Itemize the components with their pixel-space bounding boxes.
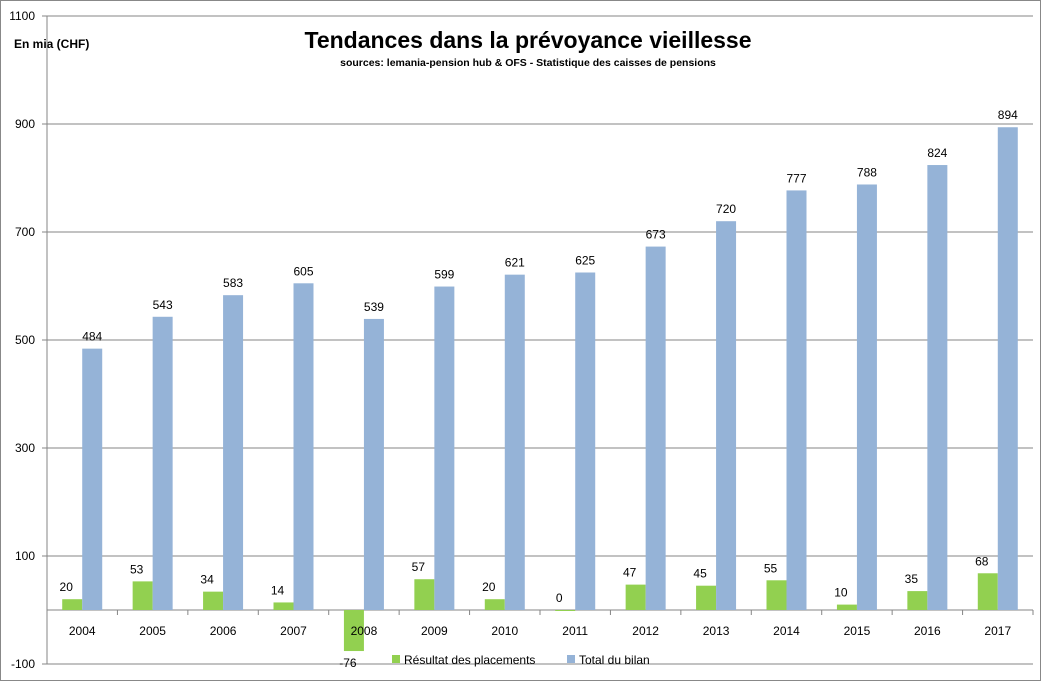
x-tick-label: 2011 <box>562 624 588 638</box>
data-label: 20 <box>60 580 74 594</box>
data-label: 625 <box>575 254 595 268</box>
x-tick-label: 2010 <box>491 624 518 638</box>
x-tick-label: 2014 <box>773 624 800 638</box>
data-label: 35 <box>905 572 919 586</box>
data-label: 68 <box>975 554 989 568</box>
bar-total <box>575 272 596 610</box>
bar-total <box>927 165 948 611</box>
x-tick-label: 2006 <box>210 624 237 638</box>
data-label: 673 <box>646 228 666 242</box>
data-label: 53 <box>130 562 144 576</box>
data-label: -76 <box>339 656 357 670</box>
chart-subtitle: sources: lemania-pension hub & OFS - Sta… <box>340 57 716 69</box>
x-tick-label: 2004 <box>69 624 96 638</box>
data-label: 57 <box>412 560 426 574</box>
bar-total <box>293 283 314 610</box>
x-tick-label: 2017 <box>984 624 1011 638</box>
legend-label: Résultat des placements <box>404 653 535 667</box>
data-label: 55 <box>764 561 778 575</box>
data-label: 0 <box>556 591 563 605</box>
data-label: 543 <box>153 298 173 312</box>
chart-title: Tendances dans la prévoyance vieillesse <box>304 27 751 53</box>
y-tick-label: 500 <box>15 333 35 347</box>
y-tick-label: 1100 <box>9 9 35 23</box>
bar-resultat <box>484 599 505 610</box>
bar-total <box>504 274 525 610</box>
bar-total <box>716 221 737 610</box>
data-label: 605 <box>293 264 313 278</box>
bar-total <box>856 184 877 611</box>
data-label: 720 <box>716 202 736 216</box>
bar-resultat <box>625 584 646 610</box>
bar-resultat <box>555 610 576 611</box>
bar-total <box>434 286 455 610</box>
data-label: 45 <box>693 567 707 581</box>
data-label: 583 <box>223 276 243 290</box>
x-tick-label: 2009 <box>421 624 448 638</box>
x-tick-label: 2016 <box>914 624 941 638</box>
bar-resultat <box>977 573 998 610</box>
data-label: 621 <box>505 256 525 270</box>
bar-resultat <box>836 604 857 610</box>
bar-total <box>645 246 666 610</box>
data-label: 34 <box>200 573 214 587</box>
bar-total <box>786 190 807 611</box>
x-tick-label: 2007 <box>280 624 307 638</box>
data-label: 777 <box>786 171 806 185</box>
bar-resultat <box>62 599 83 610</box>
data-label: 599 <box>434 268 454 282</box>
bar-resultat <box>414 579 435 610</box>
data-label: 484 <box>82 330 102 344</box>
bar-resultat <box>696 585 717 610</box>
x-tick-label: 2005 <box>139 624 166 638</box>
y-axis-label: En mia (CHF) <box>14 37 89 51</box>
y-tick-label: 100 <box>15 549 35 563</box>
data-label: 20 <box>482 580 496 594</box>
data-label: 10 <box>834 586 848 600</box>
x-tick-label: 2015 <box>844 624 871 638</box>
legend-swatch <box>392 655 400 663</box>
bar-total <box>997 127 1018 611</box>
data-label: 539 <box>364 300 384 314</box>
bar-total <box>82 348 103 610</box>
bar-resultat <box>273 602 294 610</box>
bar-total <box>152 316 173 610</box>
data-label: 47 <box>623 566 637 580</box>
data-label: 14 <box>271 583 285 597</box>
bar-resultat <box>203 591 224 610</box>
y-tick-label: -100 <box>11 657 35 671</box>
bar-resultat <box>766 580 787 610</box>
y-tick-label: 300 <box>15 441 35 455</box>
bar-resultat <box>907 591 928 610</box>
x-tick-label: 2012 <box>632 624 659 638</box>
y-tick-label: 900 <box>15 117 35 131</box>
y-tick-label: 700 <box>15 225 35 239</box>
bar-total <box>363 318 384 610</box>
bar-resultat <box>343 610 364 652</box>
data-label: 788 <box>857 165 877 179</box>
bar-resultat <box>132 581 153 610</box>
data-label: 894 <box>998 108 1018 122</box>
data-label: 824 <box>927 146 947 160</box>
legend-swatch <box>567 655 575 663</box>
legend-label: Total du bilan <box>579 653 650 667</box>
x-tick-label: 2013 <box>703 624 730 638</box>
x-tick-label: 2008 <box>351 624 378 638</box>
bar-total <box>223 295 244 610</box>
